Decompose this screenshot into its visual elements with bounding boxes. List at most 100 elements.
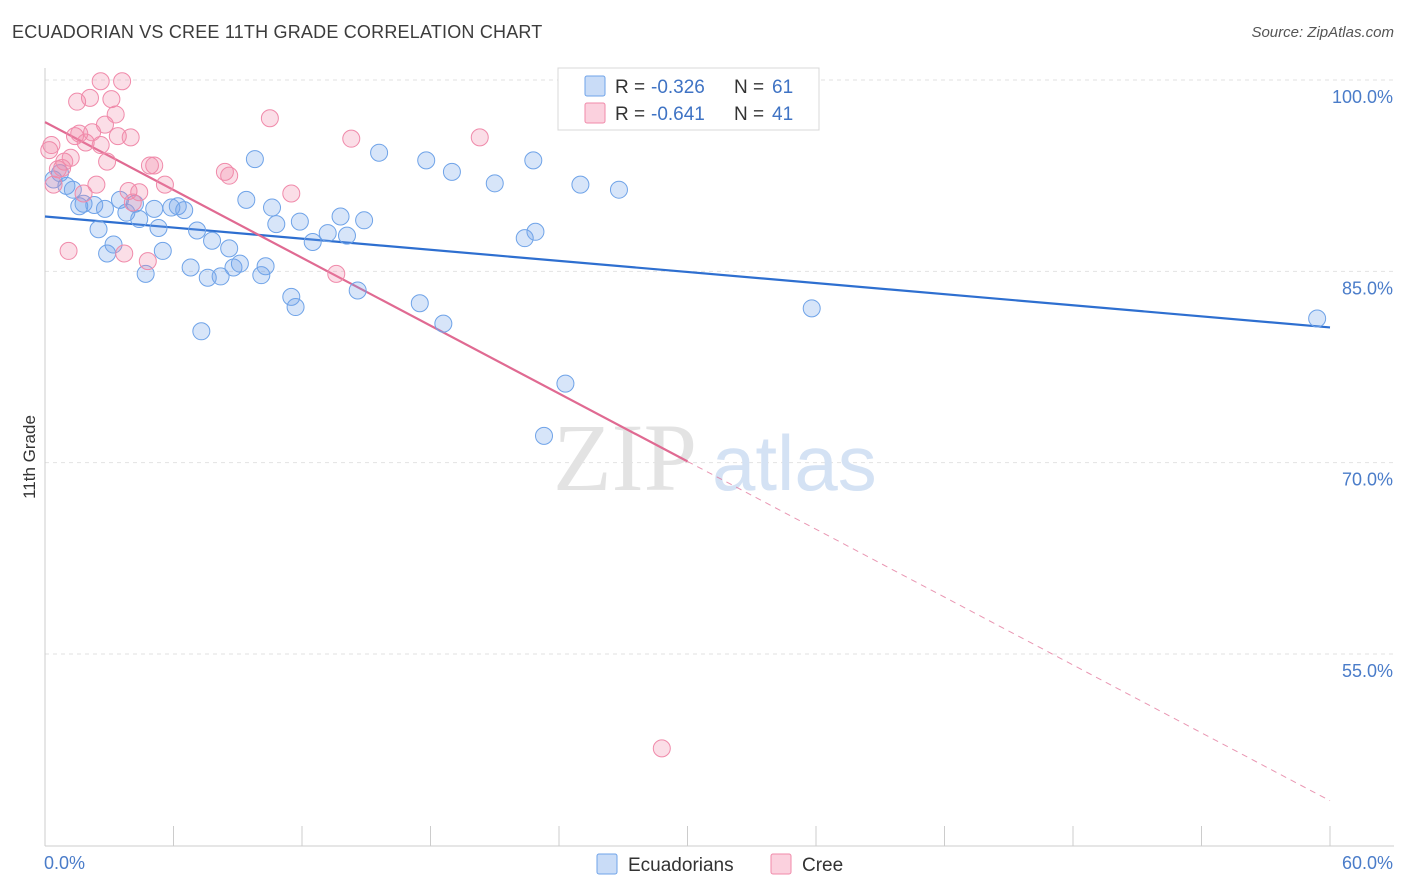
cree-point: [115, 244, 134, 263]
cree-point: [130, 183, 149, 202]
ecuadorians-point: [535, 426, 554, 445]
cree-point: [220, 166, 239, 185]
ecuadorians-point: [1308, 309, 1327, 328]
ecuadorians-point: [89, 220, 108, 239]
cree-point: [44, 175, 63, 194]
cree-point: [113, 72, 132, 91]
cree-point: [70, 124, 89, 143]
cree-point: [342, 129, 361, 148]
ecuadorians-point: [211, 267, 230, 286]
cree-point: [140, 156, 159, 175]
y-tick-label: 70.0%: [1342, 470, 1393, 490]
ecuadorians-point: [175, 201, 194, 220]
ecuadorians-point: [303, 232, 322, 251]
stats-legend: R = -0.326 N = 61 R = -0.641 N = 41: [557, 67, 820, 131]
ecuadorians-point: [571, 175, 590, 194]
ecuadorians-point: [485, 174, 504, 193]
legend-r-label-1: R =: [615, 77, 645, 98]
cree-point: [59, 241, 78, 260]
cree-point: [108, 127, 127, 146]
cree-point: [145, 156, 164, 175]
watermark-zip: ZIP: [553, 404, 697, 511]
cree-point: [91, 72, 110, 91]
cree-point: [74, 184, 93, 203]
ecuadorians-point: [130, 210, 149, 229]
axes: [44, 68, 1394, 847]
cree-point: [42, 136, 61, 155]
cree-point: [123, 193, 142, 212]
bottom-legend-swatch-ecuadorians: [596, 853, 618, 875]
ecuadorians-point: [153, 241, 172, 260]
ecuadorians-point: [192, 322, 211, 341]
x-tick-label: 0.0%: [44, 853, 85, 873]
ecuadorians-point: [802, 299, 821, 318]
ecuadorians-point: [181, 258, 200, 277]
cree-point: [138, 252, 157, 271]
cree-point: [106, 105, 125, 124]
legend-n-value-2: 41: [772, 104, 793, 125]
y-tick-label: 55.0%: [1342, 661, 1393, 681]
ecuadorians-point: [104, 235, 123, 254]
cree-point: [61, 148, 80, 167]
ecuadorians-point: [263, 198, 282, 217]
source-credit: Source: ZipAtlas.com: [1251, 24, 1394, 41]
ecuadorians-point: [145, 199, 164, 218]
bottom-legend-swatch-cree: [770, 853, 792, 875]
legend-swatch-ecuadorians: [584, 75, 606, 97]
grid-lines: [45, 79, 1394, 655]
series-legend: Ecuadorians Cree: [596, 853, 843, 876]
ecuadorians-point: [95, 199, 114, 218]
chart-title: ECUADORIAN VS CREE 11TH GRADE CORRELATIO…: [12, 22, 543, 42]
cree-point: [327, 264, 346, 283]
bottom-legend-label-ecuadorians: Ecuadorians: [628, 855, 734, 876]
ecuadorians-point: [85, 196, 104, 215]
ecuadorians-point: [526, 222, 545, 241]
ecuadorians-point: [237, 190, 256, 209]
y-tick-label: 100.0%: [1332, 87, 1393, 107]
cree-point: [98, 152, 117, 171]
watermark-atlas: atlas: [712, 419, 877, 507]
ecuadorians-point: [337, 226, 356, 245]
cree-point: [121, 128, 140, 147]
cree-trend-extension: [687, 460, 1331, 802]
ecuadorians-point: [524, 151, 543, 170]
ecuadorians-point: [348, 281, 367, 300]
ecuadorians-point: [290, 212, 309, 231]
ecuadorians-point: [203, 231, 222, 250]
legend-r-value-2: -0.641: [651, 104, 705, 125]
y-tick-label: 85.0%: [1342, 278, 1393, 298]
ecuadorians-point: [434, 314, 453, 333]
legend-r-value-1: -0.326: [651, 77, 705, 98]
x-ticks: [173, 826, 1331, 846]
ecuadorians-point: [252, 266, 271, 285]
ecuadorians-point: [442, 162, 461, 181]
cree-point: [87, 175, 106, 194]
ecuadorians-point: [318, 224, 337, 243]
trend-lines: [44, 121, 1331, 802]
ecuadorians-point: [230, 254, 249, 273]
cree-point: [80, 88, 99, 107]
cree-point: [155, 175, 174, 194]
cree-point: [470, 128, 489, 147]
cree-point: [91, 136, 110, 155]
bottom-legend-label-cree: Cree: [802, 855, 843, 876]
ecuadorians-point: [63, 180, 82, 199]
legend-n-label-1: N =: [734, 77, 764, 98]
x-tick-labels: 0.0% 60.0%: [44, 853, 1393, 873]
cree-point: [76, 133, 95, 152]
ecuadorians-point: [286, 298, 305, 317]
ecuadorians-point: [410, 294, 429, 313]
ecuadorians-point: [609, 180, 628, 199]
ecuadorians-point: [282, 287, 301, 306]
ecuadorians-point: [245, 150, 264, 169]
legend-n-value-1: 61: [772, 77, 793, 98]
x-tick-label: 60.0%: [1342, 853, 1393, 873]
y-axis-label: 11th Grade: [20, 415, 39, 499]
watermark: ZIP atlas: [553, 404, 877, 511]
cree-point: [652, 739, 671, 758]
ecuadorians-point: [267, 215, 286, 234]
cree-point: [102, 90, 121, 109]
ecuadorians-point: [188, 221, 207, 240]
ecuadorians-point: [256, 257, 275, 276]
